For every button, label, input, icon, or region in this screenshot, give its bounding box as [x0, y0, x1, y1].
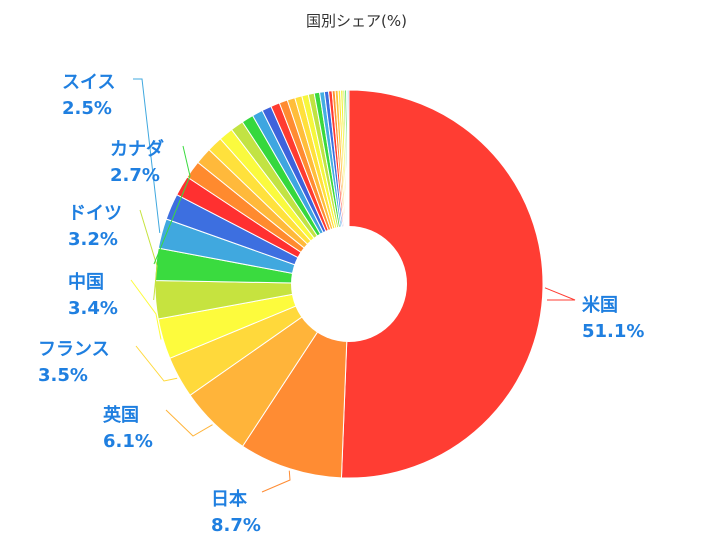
slice-label-value: 51.1%	[582, 321, 644, 342]
donut-hole	[291, 226, 407, 342]
slice-label-name: 米国	[582, 294, 618, 316]
labels-group: 米国 51.1% 日本 8.7% 英国 6.1% フランス 3.5% 中国 3.4% ドイツ 3.2%…	[38, 72, 644, 536]
label-connector	[165, 409, 213, 437]
connectors-group	[130, 78, 576, 493]
slice-label-value: 2.5%	[62, 98, 112, 119]
label-connector	[133, 78, 161, 233]
slice-label-value: 8.7%	[211, 515, 261, 536]
slice-label-name: 英国	[102, 404, 139, 426]
label-connector	[130, 279, 162, 340]
label-connector	[139, 209, 158, 301]
slice-label-name: スイス	[62, 72, 115, 93]
label-connector	[135, 345, 178, 382]
slice-label-name: ドイツ	[68, 203, 122, 224]
slice-label-value: 2.7%	[110, 165, 160, 186]
chart-title: 国別シェア(%)	[306, 12, 407, 30]
slice-label-name: 中国	[68, 271, 104, 293]
slice-label-value: 3.4%	[68, 298, 118, 319]
slice-label-value: 6.1%	[103, 431, 153, 452]
slice-label-value: 3.2%	[68, 229, 118, 250]
slice-label-name: 日本	[211, 488, 247, 510]
label-connector	[544, 287, 576, 301]
slice-label-name: カナダ	[110, 138, 164, 160]
pie-slice-0	[340, 89, 544, 479]
label-connector	[261, 470, 291, 493]
slice-label-name: フランス	[38, 339, 110, 360]
slice-label-value: 3.5%	[38, 365, 88, 386]
label-connector	[153, 145, 191, 265]
